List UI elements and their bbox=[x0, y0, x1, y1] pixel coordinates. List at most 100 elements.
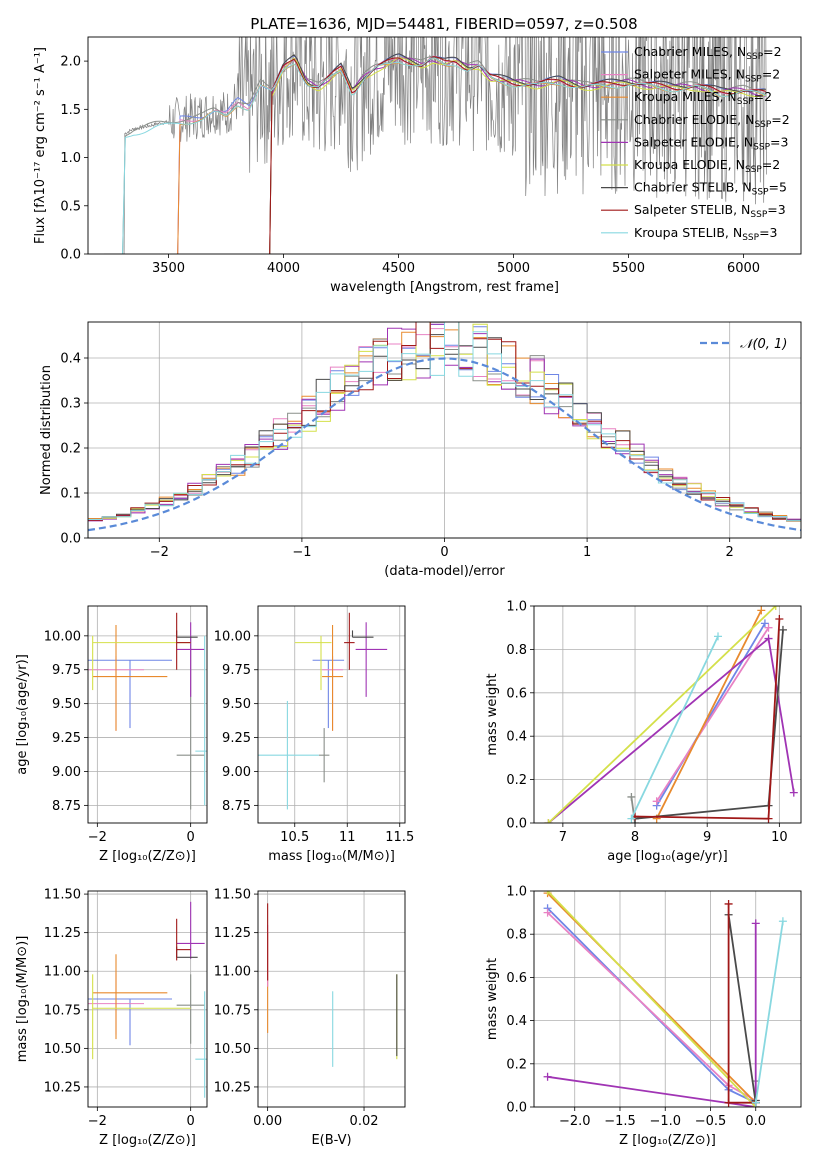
x-tick-label: 7 bbox=[559, 830, 567, 845]
y-tick-label: 0.4 bbox=[506, 1014, 527, 1029]
y-tick-label: 11.00 bbox=[214, 965, 251, 980]
x-axis-label: Z [log₁₀(Z/Z⊙)] bbox=[619, 1133, 716, 1148]
y-tick-label: 8.75 bbox=[222, 799, 251, 814]
y-tick-label: 0.4 bbox=[506, 730, 527, 745]
errorbar-point bbox=[318, 728, 330, 783]
weight-marker bbox=[778, 625, 787, 634]
errorbar-point bbox=[294, 635, 332, 691]
y-axis-label: Normed distribution bbox=[39, 365, 54, 495]
y-tick-label: 9.50 bbox=[222, 697, 251, 712]
x-axis-label: age [log₁₀(age/yr)] bbox=[607, 849, 728, 864]
x-tick-label: −1.0 bbox=[649, 1114, 681, 1129]
plot-content bbox=[88, 901, 207, 1098]
x-tick-label: 11.5 bbox=[385, 830, 414, 845]
weight-marker bbox=[764, 634, 773, 643]
weight-marker bbox=[760, 619, 769, 628]
x-tick-label: 0.00 bbox=[253, 1114, 282, 1129]
y-tick-label: 9.50 bbox=[52, 697, 81, 712]
legend-label: Salpeter STELIB, NSSP=3 bbox=[634, 202, 786, 220]
errorbar-point bbox=[195, 635, 207, 806]
y-tick-label: 9.75 bbox=[52, 663, 81, 678]
errorbar-point bbox=[322, 624, 344, 731]
x-tick-label: 0 bbox=[440, 545, 448, 560]
spectrum-model-kroupa-stelib bbox=[120, 57, 766, 254]
y-tick-label: 10.75 bbox=[214, 1003, 251, 1018]
errorbar-point bbox=[92, 635, 191, 691]
y-tick-label: 10.00 bbox=[44, 629, 81, 644]
legend-label: Salpeter MILES, NSSP=2 bbox=[634, 67, 780, 85]
weight-marker bbox=[764, 623, 773, 632]
y-tick-label: 0.0 bbox=[506, 1101, 527, 1116]
y-tick-label: 10.25 bbox=[44, 1080, 81, 1095]
y-tick-label: 0.0 bbox=[60, 248, 81, 263]
weight-marker bbox=[751, 919, 760, 928]
y-tick-label: 0.6 bbox=[506, 971, 527, 986]
axes-frame bbox=[87, 890, 208, 1108]
legend-label: Kroupa ELODIE, NSSP=2 bbox=[634, 157, 780, 175]
plot-content bbox=[104, 37, 767, 254]
plots-layer: 3500 4000 4500 5000 5500 6000 0.0 0.5 1.0 1.5 2.0 w… bbox=[15, 36, 802, 1148]
plot-content bbox=[267, 903, 398, 1067]
legend-subscript: SSP bbox=[737, 97, 754, 107]
weight-marker bbox=[652, 797, 661, 806]
spectrum-legend: Chabrier MILES, NSSP=2 Salpeter MILES, NS… bbox=[601, 44, 790, 243]
y-tick-label: 11.25 bbox=[44, 926, 81, 941]
y-tick-label: 0.2 bbox=[60, 442, 81, 457]
errorbar-point bbox=[88, 998, 172, 1046]
axes-spectrum: 3500 4000 4500 5000 5500 6000 0.0 0.5 1.0 1.5 2.0 w… bbox=[33, 36, 802, 295]
axes-age-vs-mass: 10.5 11 11.5 8.75 9.00 9.25 9.50 9.75 10.00 mass … bbox=[214, 605, 414, 864]
errorbar-point bbox=[92, 954, 168, 1040]
y-tick-label: 0.3 bbox=[60, 397, 81, 412]
spectrum-model-chabrier-stelib bbox=[269, 53, 767, 254]
y-tick-label: 9.00 bbox=[222, 765, 251, 780]
legend-suffix: =2 bbox=[763, 44, 781, 59]
y-axis-label: mass [log₁₀(M/M⊙)] bbox=[15, 936, 30, 1063]
errorbar-point bbox=[176, 622, 205, 697]
weight-marker bbox=[751, 1098, 760, 1107]
errorbar-point bbox=[355, 622, 388, 697]
legend-subscript: SSP bbox=[750, 210, 767, 220]
weight-line bbox=[655, 609, 763, 820]
legend-label: Chabrier STELIB, NSSP=5 bbox=[634, 180, 787, 198]
plot-content bbox=[543, 891, 787, 1107]
errorbar-point bbox=[176, 974, 205, 1044]
errorbar-point bbox=[312, 659, 345, 729]
weight-marker bbox=[543, 908, 552, 917]
errorbar-point bbox=[258, 700, 319, 810]
weight-marker bbox=[724, 1098, 733, 1107]
x-tick-label: 10 bbox=[771, 830, 788, 845]
y-axis-label: Flux [fλ10⁻¹⁷ erg cm⁻² s⁻¹ A⁻¹] bbox=[33, 47, 48, 244]
y-tick-label: 1.5 bbox=[60, 103, 81, 118]
weight-marker bbox=[771, 606, 780, 610]
y-tick-label: 10.00 bbox=[214, 629, 251, 644]
x-tick-label: 0.02 bbox=[350, 1114, 379, 1129]
errorbar-point bbox=[92, 974, 191, 1060]
x-tick-label: −2.0 bbox=[559, 1114, 591, 1129]
y-tick-label: 0.5 bbox=[60, 199, 81, 214]
x-tick-label: 6000 bbox=[727, 261, 760, 276]
weight-line bbox=[546, 891, 757, 1107]
y-tick-label: 10.50 bbox=[214, 1042, 251, 1057]
y-tick-label: 0.6 bbox=[506, 686, 527, 701]
x-tick-label: 1 bbox=[583, 545, 591, 560]
axes-frame bbox=[87, 321, 802, 539]
x-tick-label: 5000 bbox=[497, 261, 530, 276]
y-tick-label: 10.25 bbox=[214, 1080, 251, 1095]
x-axis-label: wavelength [Angstrom, rest frame] bbox=[330, 280, 559, 295]
x-tick-label: 0 bbox=[187, 830, 195, 845]
errorbar-point bbox=[88, 659, 172, 729]
gaussian-curve bbox=[88, 357, 801, 532]
x-tick-label: −1.5 bbox=[604, 1114, 636, 1129]
y-tick-label: 1.0 bbox=[506, 600, 527, 615]
axes-mass-vs-ebv: 0.00 0.02 10.25 10.50 10.75 11.00 11.25 11.50 E(… bbox=[214, 888, 406, 1148]
x-tick-label: 9 bbox=[703, 830, 711, 845]
y-tick-label: 0.8 bbox=[506, 928, 527, 943]
legend-subscript: SSP bbox=[752, 188, 769, 198]
axes-frame bbox=[533, 890, 802, 1108]
y-tick-label: 0.0 bbox=[506, 817, 527, 832]
weight-marker bbox=[789, 788, 798, 797]
y-tick-label: 0.4 bbox=[60, 352, 81, 367]
weight-marker bbox=[543, 1072, 552, 1081]
x-tick-label: 3500 bbox=[152, 261, 185, 276]
axes-weight-vs-Z: −2.0 −1.5 −1.0 −0.5 0.0 0.0 0.2 0.4 0.6 0.8 1.0 Z [… bbox=[485, 885, 802, 1148]
